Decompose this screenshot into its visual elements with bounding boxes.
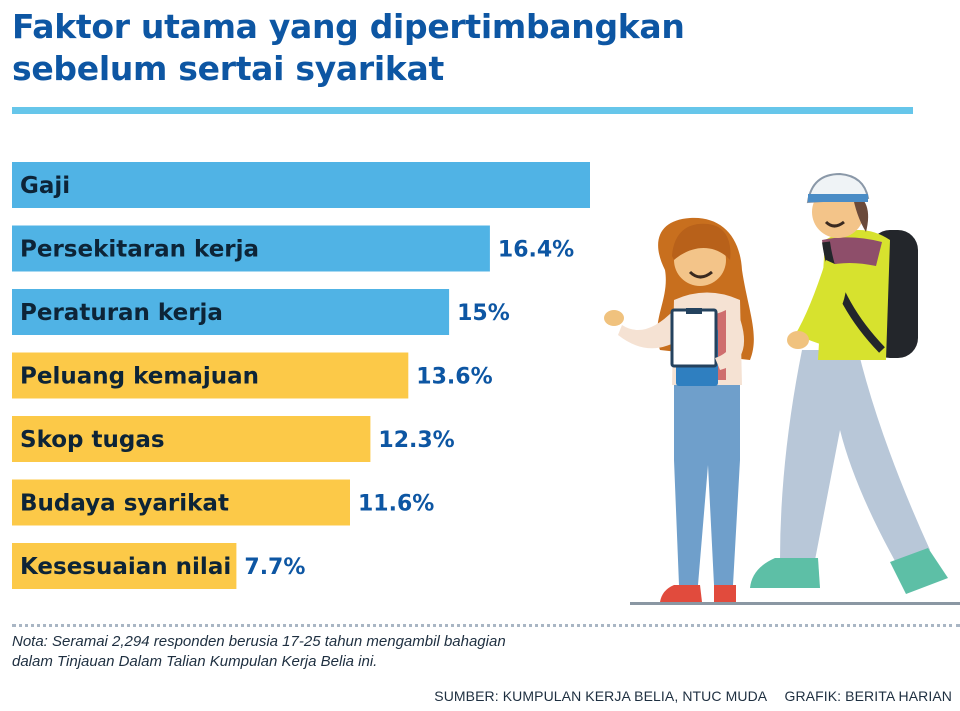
bar-persekitaran-kerja [12, 225, 490, 272]
footer-divider [12, 624, 960, 627]
girl-jeans [674, 385, 740, 585]
title-divider [12, 107, 913, 114]
bar-budaya-syarikat [12, 479, 350, 526]
value-label-budaya-syarikat: 11.6% [358, 492, 434, 517]
boy-hand [787, 331, 809, 349]
boy-smile [824, 220, 845, 228]
boy-arm [795, 260, 848, 344]
boy-shoe-right [890, 548, 948, 594]
girl-arm-right [715, 308, 745, 370]
girl-shoe-left [660, 585, 702, 602]
bar-peluang-kemajuan [12, 352, 409, 399]
boy-figure [750, 172, 948, 594]
boy-pants [780, 350, 930, 570]
value-label-peluang-kemajuan: 13.6% [416, 365, 492, 390]
survey-note-line-2: dalam Tinjauan Dalam Talian Kumpulan Ker… [12, 653, 378, 670]
bar-kesesuaian-nilai [12, 543, 237, 589]
bar-peraturan-kerja [12, 289, 450, 335]
survey-note: Nota: Seramai 2,294 responden berusia 17… [12, 632, 632, 672]
folder-paper [670, 308, 718, 368]
girl-figure [604, 217, 754, 602]
credits: SUMBER: KUMPULAN KERJA BELIA, NTUC MUDA … [434, 688, 952, 704]
bar-label-peluang-kemajuan: Peluang kemajuan [20, 364, 259, 390]
girl-hand-thumb [604, 310, 624, 326]
source-credit: SUMBER: KUMPULAN KERJA BELIA, NTUC MUDA [434, 688, 767, 704]
girl-shoe-right [714, 585, 736, 602]
bar-skop-tugas [12, 416, 371, 462]
value-label-kesesuaian-nilai: 7.7% [244, 555, 305, 580]
folder-clip [686, 308, 702, 314]
bar-label-gaji: Gaji [20, 173, 70, 199]
bar-label-persekitaran-kerja: Persekitaran kerja [20, 237, 259, 263]
girl-arm-left [618, 310, 682, 349]
students-illustration [604, 172, 960, 605]
boy-scarf [822, 237, 882, 266]
chart-title-line-1: Faktor utama yang dipertimbangkan [12, 7, 685, 46]
value-label-peraturan-kerja: 15% [457, 301, 510, 326]
bar-label-kesesuaian-nilai: Kesesuaian nilai [20, 554, 231, 580]
value-label-skop-tugas: 12.3% [378, 428, 454, 453]
survey-note-line-1: Nota: Seramai 2,294 responden berusia 17… [12, 633, 506, 650]
value-label-persekitaran-kerja: 16.4% [498, 238, 574, 263]
chart-title: Faktor utama yang dipertimbangkan sebelu… [12, 6, 685, 90]
graphic-credit: GRAFIK: BERITA HARIAN [784, 688, 952, 704]
bar-label-peraturan-kerja: Peraturan kerja [20, 300, 223, 326]
boy-shoe-left [750, 558, 820, 588]
bar-label-budaya-syarikat: Budaya syarikat [20, 491, 229, 517]
boy-cap-band [808, 194, 868, 202]
girl-hair-front [672, 223, 731, 260]
bar-gaji [12, 162, 590, 208]
ground-line [630, 602, 960, 605]
chart-title-line-2: sebelum sertai syarikat [12, 49, 444, 88]
girl-smile [688, 270, 713, 279]
bar-chart: Gaji23.3%Persekitaran kerja16.4%Peratura… [12, 162, 590, 589]
bar-label-skop-tugas: Skop tugas [20, 427, 165, 453]
